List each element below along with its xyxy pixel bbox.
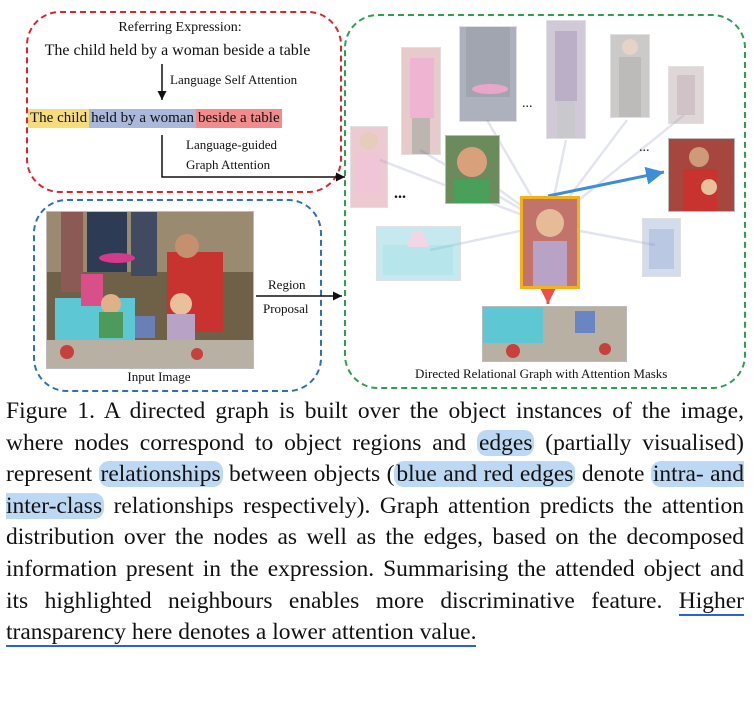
node-person-dark xyxy=(459,26,517,122)
input-image xyxy=(46,211,254,369)
highlight-edges: edges xyxy=(476,429,535,456)
node-person-far xyxy=(668,66,704,124)
region-label: Region xyxy=(268,277,306,292)
underlined-sentence: Higher transparency here denotes a lower… xyxy=(6,587,745,648)
graph-label: Directed Relational Graph with Attention… xyxy=(415,366,668,381)
figure-label: Figure 1. xyxy=(6,398,96,424)
highlight-relationships: relationships xyxy=(98,461,223,488)
language-guided-label: Language-guided xyxy=(186,137,277,152)
node-table xyxy=(482,306,627,362)
node-woman-grey xyxy=(610,34,650,118)
language-arrows xyxy=(157,64,345,301)
caption-text-3: between objects ( xyxy=(228,461,395,488)
segment-beside-a-table: beside a table xyxy=(195,109,282,128)
input-image-label: Input Image xyxy=(127,369,191,384)
node-boy xyxy=(445,135,500,204)
caption-text-5: relationships respectively). Graph atten… xyxy=(6,492,744,614)
expression-segments: The child held by a woman beside a table xyxy=(28,109,282,128)
expression-text: The child held by a woman beside a table xyxy=(44,42,311,59)
node-target-child xyxy=(520,196,580,289)
graph-panel xyxy=(344,14,746,389)
language-panel xyxy=(26,11,342,193)
segment-held-by-a-woman: held by a woman xyxy=(89,109,196,128)
node-woman-purple xyxy=(546,20,586,139)
ellipsis-1: ... xyxy=(394,185,406,202)
node-cake xyxy=(376,226,461,281)
node-container xyxy=(642,218,681,277)
referring-expression-label: Referring Expression: xyxy=(118,20,242,35)
caption-text-2: (partially visualised) represent xyxy=(6,429,745,488)
node-woman-pink xyxy=(401,47,441,155)
highlight-blue-red-edges: blue and red edges xyxy=(394,461,576,488)
figure-caption: Figure 1. A directed graph is built over… xyxy=(6,396,745,649)
node-child-pink xyxy=(350,126,388,208)
caption-text-1: A directed graph is built over the objec… xyxy=(6,398,744,456)
graph-attention-label: Graph Attention xyxy=(186,157,271,172)
ellipsis-3: ... xyxy=(639,140,650,155)
self-attention-label: Language Self Attention xyxy=(170,72,298,87)
ellipsis-2: ... xyxy=(522,96,533,111)
caption-text-4: denote xyxy=(581,461,645,488)
proposal-label: Proposal xyxy=(263,301,309,316)
segment-the-child: The child xyxy=(28,109,90,128)
node-woman-holding xyxy=(668,138,735,212)
